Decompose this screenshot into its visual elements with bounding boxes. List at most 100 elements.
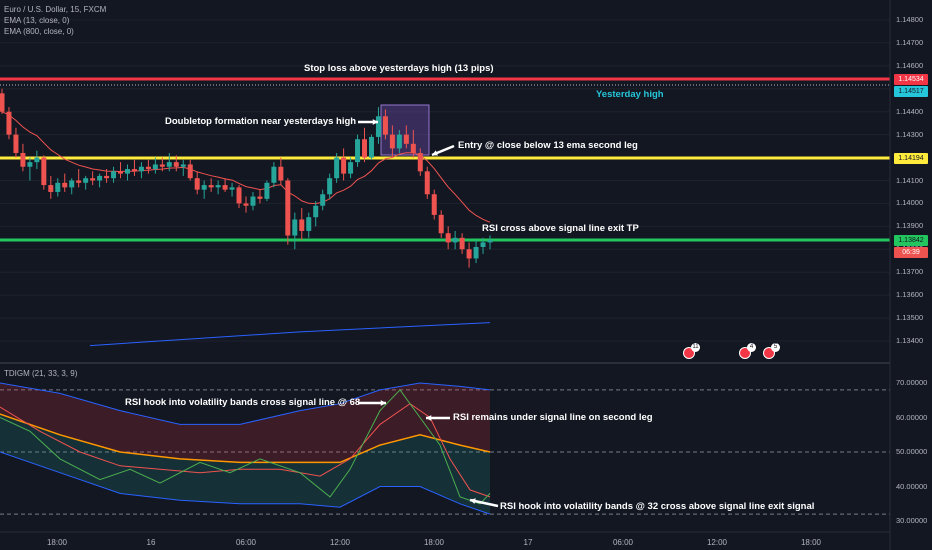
ema-slow-legend[interactable]: EMA (800, close, 0) [4,27,74,36]
time-tick-label: 16 [146,538,156,547]
candle-body [131,169,137,172]
candle-body [180,164,186,167]
time-tick-label: 06:00 [612,538,634,547]
ema-800-path [89,322,491,347]
stop-price-label: 1.14534 [894,74,928,85]
time-tick-label: 12:00 [706,538,728,547]
price-tick-label: 1.14800 [896,15,924,24]
countdown-label: 06:39 [894,247,928,258]
candle-body [473,246,479,259]
candle-body [375,116,381,137]
event-marker-1[interactable]: 11 [683,343,700,359]
stop-loss-annotation: Stop loss above yesterdays high (13 pips… [304,63,494,74]
candle-body [124,169,130,174]
price-tick-label: 1.13900 [896,221,924,231]
price-tick-label: 1.14000 [896,198,924,208]
candle-body [306,217,312,231]
price-tick-label: 1.14400 [896,106,924,116]
candle-body [382,116,388,135]
mid-band [0,413,491,464]
candle-body [320,194,326,206]
time-tick-label: 17 [523,538,533,547]
arrow-head [470,498,476,504]
candle-body [459,237,465,250]
event-count: 11 [691,343,700,352]
candle-body [27,162,33,167]
event-marker-2[interactable]: 4 [739,343,756,359]
time-tick-label: 06:00 [235,538,257,547]
yesterday-high-price-label: 1.14517 [894,86,928,97]
candle-body [34,157,40,163]
candle-body [278,166,284,181]
candle-body [48,185,54,192]
symbol-legend[interactable]: Euro / U.S. Dollar, 15, FXCM [4,5,107,14]
price-tick-label: 1.14100 [896,175,924,185]
candle-body [138,166,144,172]
exit-tp-annotation: RSI cross above signal line exit TP [482,223,639,234]
candle-body [166,162,172,167]
annotation-arrows [358,119,499,508]
price-tick-label: 1.13700 [896,267,924,277]
candle-body [201,185,207,190]
candle-body [299,219,305,231]
candle-body [222,185,228,190]
candle-body [362,139,368,158]
candle-body [69,180,75,188]
candle-body [445,233,451,243]
price-tick-label: 1.14300 [896,129,924,139]
doubletop-annotation: Doubletop formation near yesterdays high [165,116,357,127]
price-grid [0,19,890,342]
event-marker-3[interactable]: 5 [763,343,780,359]
price-tick-label: 1.14700 [896,37,924,47]
candle-body [194,178,200,190]
candle-body [90,178,96,181]
candle-body [83,178,89,183]
candle-body [285,180,291,236]
indicator-tick-label: 40.00000 [896,481,928,491]
time-tick-label: 12:00 [329,538,351,547]
candle-body [145,166,151,170]
candle-body [111,171,117,179]
candle-body [389,134,395,149]
entry-annotation: Entry @ close below 13 ema second leg [458,140,638,151]
candle-body [243,203,249,206]
ema-13-line [1,111,491,223]
doubletop-box [380,104,430,156]
candle-body [271,166,277,183]
candle-body [104,175,110,179]
candle-body [250,196,256,206]
candle-body [0,93,5,112]
lower-band-fill [0,414,490,515]
candle-body [152,164,158,170]
indicator-tick-label: 30.00000 [896,516,928,525]
candle-body [55,182,61,192]
ema-13-path [1,111,491,223]
candle-body [208,185,214,188]
candle-body [327,178,333,195]
candle-body [62,182,68,188]
price-tick-label: 1.13500 [896,313,924,323]
time-tick-label: 18:00 [800,538,822,547]
time-tick-label: 18:00 [423,538,445,547]
ema-fast-legend[interactable]: EMA (13, close, 0) [4,16,70,25]
indicator-legend[interactable]: TDIGM (21, 33, 3, 9) [4,369,78,378]
arrow-head [432,150,438,156]
price-tick-label: 1.13600 [896,290,924,300]
candle-body [229,187,235,190]
ema-800-line [89,322,491,347]
candle-body [97,175,103,181]
candle-body [76,180,82,183]
candle-body [417,152,423,172]
indicator-tick-label: 60.00000 [896,412,928,422]
lower-band [0,451,491,515]
price-tick-label: 1.14600 [896,60,924,70]
candle-body [118,171,124,174]
candlesticks [0,88,493,268]
candle-body [20,152,26,167]
candle-body [159,164,165,167]
candle-body [313,205,319,218]
candle-body [334,157,340,179]
candle-body [6,111,12,135]
candle-body [452,237,458,243]
